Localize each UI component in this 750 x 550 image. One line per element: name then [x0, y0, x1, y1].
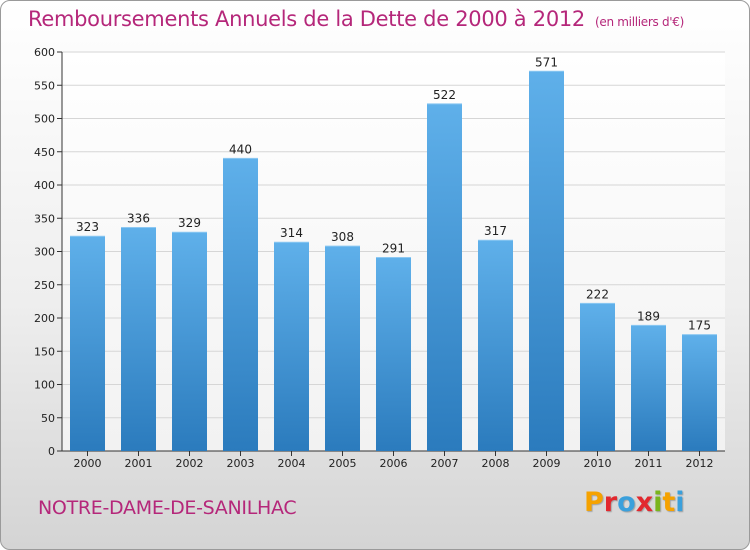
bar-value-label: 323	[76, 220, 99, 234]
bar-value-label: 329	[178, 216, 201, 230]
x-tick-label: 2005	[329, 457, 357, 470]
y-tick-label: 450	[34, 146, 55, 159]
commune-name: NOTRE-DAME-DE-SANILHAC	[38, 497, 297, 519]
logo-letter: t	[662, 487, 676, 518]
y-tick-label: 400	[34, 179, 55, 192]
y-tick-label: 500	[34, 113, 55, 126]
logo-letter: i	[675, 487, 685, 518]
x-tick-label: 2009	[533, 457, 561, 470]
y-tick-label: 600	[34, 46, 55, 59]
bar-value-label: 308	[331, 230, 354, 244]
bar	[529, 71, 564, 451]
x-tick-label: 2004	[278, 457, 306, 470]
bar-value-label: 522	[433, 88, 456, 102]
bar-value-label: 222	[586, 287, 609, 301]
x-tick-label: 2011	[635, 457, 663, 470]
y-tick-label: 50	[41, 412, 55, 425]
y-tick-label: 350	[34, 212, 55, 225]
y-tick-label: 300	[34, 246, 55, 259]
chart-title: Remboursements Annuels de la Dette de 20…	[28, 7, 684, 31]
bar-value-label: 175	[688, 319, 711, 333]
bar	[172, 232, 207, 451]
bar	[70, 236, 105, 451]
bar	[121, 227, 156, 451]
bar	[223, 158, 258, 451]
bar-value-label: 189	[637, 309, 660, 323]
bar-value-label: 440	[229, 142, 252, 156]
logo-letter: i	[653, 487, 663, 518]
x-tick-label: 2007	[431, 457, 459, 470]
y-tick-label: 0	[48, 445, 55, 458]
bar-chart: 0 50 100 150 200 250 300 350 400 450 500 550 600 323 2…	[34, 46, 725, 470]
x-tick-label: 2002	[176, 457, 204, 470]
bar	[580, 303, 615, 451]
bar	[631, 325, 666, 451]
bar-value-label: 336	[127, 212, 150, 226]
bar	[376, 257, 411, 451]
y-tick-label: 250	[34, 279, 55, 292]
x-tick-label: 2000	[74, 457, 102, 470]
chart-title-text: Remboursements Annuels de la Dette de 20…	[28, 7, 585, 31]
y-tick-label: 550	[34, 79, 55, 92]
x-tick-label: 2006	[380, 457, 408, 470]
chart-unit: (en milliers d'€)	[595, 15, 685, 29]
bar	[427, 103, 462, 452]
logo-letter: x	[635, 487, 654, 518]
x-tick-label: 2008	[482, 457, 510, 470]
logo-letter: o	[617, 487, 636, 518]
bar	[274, 242, 309, 451]
y-tick-label: 100	[34, 379, 55, 392]
bar-value-label: 571	[535, 55, 558, 69]
bar	[478, 240, 513, 451]
logo-letter: r	[603, 487, 618, 518]
x-tick-label: 2003	[227, 457, 255, 470]
y-tick-label: 150	[34, 345, 55, 358]
logo-letter: P	[584, 487, 604, 518]
y-tick-label: 200	[34, 312, 55, 325]
x-tick-label: 2010	[584, 457, 612, 470]
x-tick-label: 2001	[125, 457, 153, 470]
bar-value-label: 317	[484, 224, 507, 238]
bar	[325, 246, 360, 451]
x-tick-label: 2012	[686, 457, 714, 470]
bar-value-label: 291	[382, 241, 405, 255]
proxiti-logo: Proxiti	[584, 487, 685, 518]
bar-value-label: 314	[280, 226, 303, 240]
bar	[682, 334, 717, 451]
